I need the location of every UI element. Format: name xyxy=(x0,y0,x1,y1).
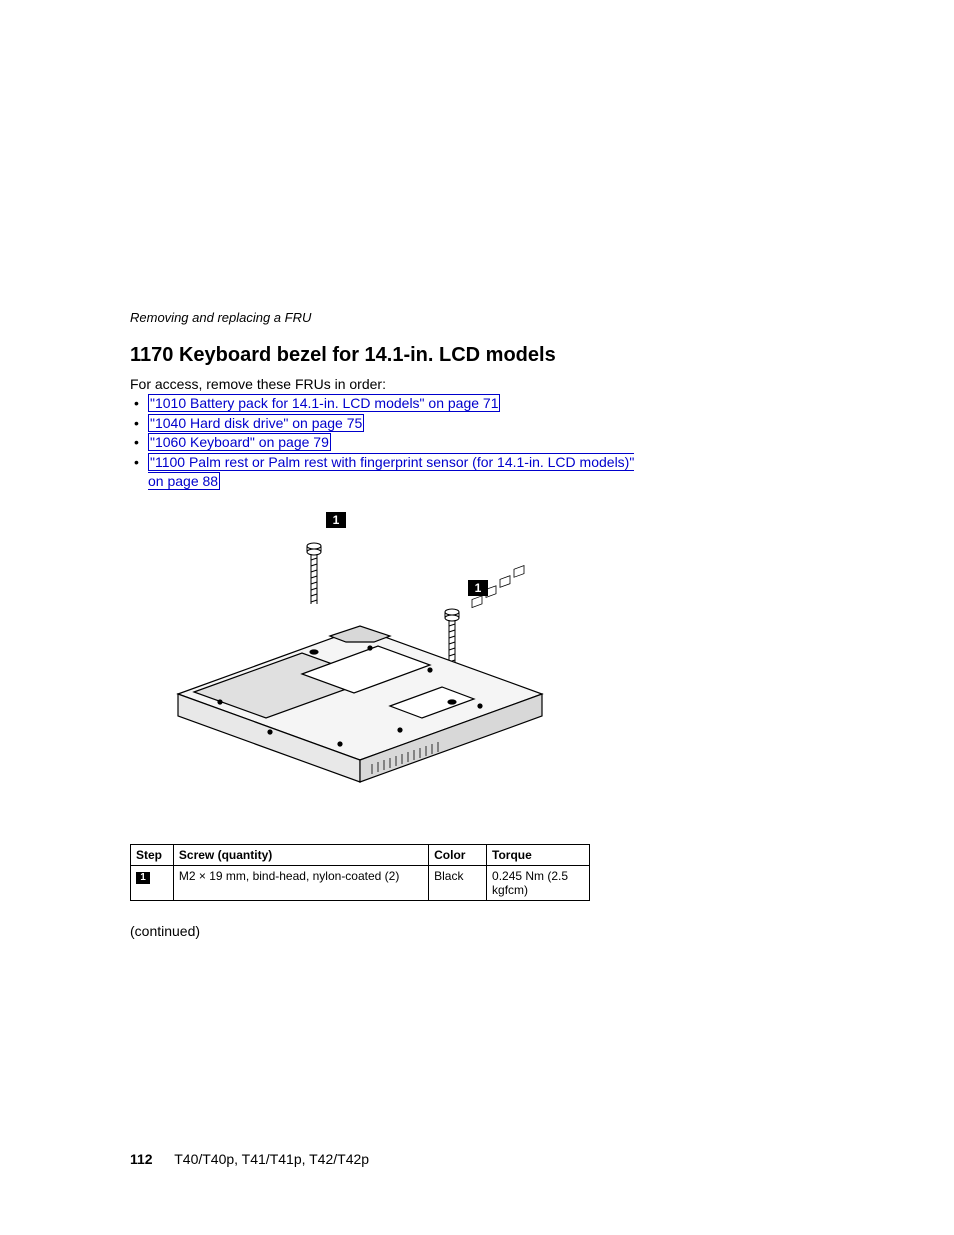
fru-link[interactable]: "1010 Battery pack for 14.1-in. LCD mode… xyxy=(148,394,500,412)
intro-text: For access, remove these FRUs in order: xyxy=(130,376,954,392)
screw-table: Step Screw (quantity) Color Torque 1 M2 … xyxy=(130,844,590,901)
screw-icon xyxy=(445,609,459,666)
screw-icon xyxy=(307,543,321,604)
cell-step: 1 xyxy=(131,865,174,900)
laptop-underside-svg: 1 1 xyxy=(130,506,590,826)
list-item: "1040 Hard disk drive" on page 75 xyxy=(130,414,650,434)
fru-link[interactable]: "1060 Keyboard" on page 79 xyxy=(148,433,331,451)
cell-torque: 0.245 Nm (2.5 kgfcm) xyxy=(487,865,590,900)
cell-screw: M2 × 19 mm, bind-head, nylon-coated (2) xyxy=(173,865,428,900)
callout-1a: 1 xyxy=(333,513,340,527)
fru-link[interactable]: "1100 Palm rest or Palm rest with finger… xyxy=(148,453,634,491)
col-color: Color xyxy=(429,844,487,865)
col-torque: Torque xyxy=(487,844,590,865)
fru-link[interactable]: "1040 Hard disk drive" on page 75 xyxy=(148,414,364,432)
page-footer: 112 T40/T40p, T41/T41p, T42/T42p xyxy=(130,1151,369,1167)
page-root: Removing and replacing a FRU 1170 Keyboa… xyxy=(0,0,954,1235)
step-callout-box: 1 xyxy=(136,872,150,884)
cell-color: Black xyxy=(429,865,487,900)
col-step: Step xyxy=(131,844,174,865)
section-title: 1170 Keyboard bezel for 14.1-in. LCD mod… xyxy=(130,343,560,368)
callout-1b: 1 xyxy=(475,581,482,595)
continued-label: (continued) xyxy=(130,923,954,939)
list-item: "1060 Keyboard" on page 79 xyxy=(130,433,650,453)
table-header-row: Step Screw (quantity) Color Torque xyxy=(131,844,590,865)
page-number: 112 xyxy=(130,1151,153,1167)
exploded-diagram: 1 1 xyxy=(130,506,590,826)
laptop-base xyxy=(178,566,542,782)
list-item: "1100 Palm rest or Palm rest with finger… xyxy=(130,453,650,492)
running-header: Removing and replacing a FRU xyxy=(130,310,954,325)
fru-list: "1010 Battery pack for 14.1-in. LCD mode… xyxy=(130,394,650,492)
table-row: 1 M2 × 19 mm, bind-head, nylon-coated (2… xyxy=(131,865,590,900)
col-screw: Screw (quantity) xyxy=(173,844,428,865)
list-item: "1010 Battery pack for 14.1-in. LCD mode… xyxy=(130,394,650,414)
model-line: T40/T40p, T41/T41p, T42/T42p xyxy=(174,1151,369,1167)
